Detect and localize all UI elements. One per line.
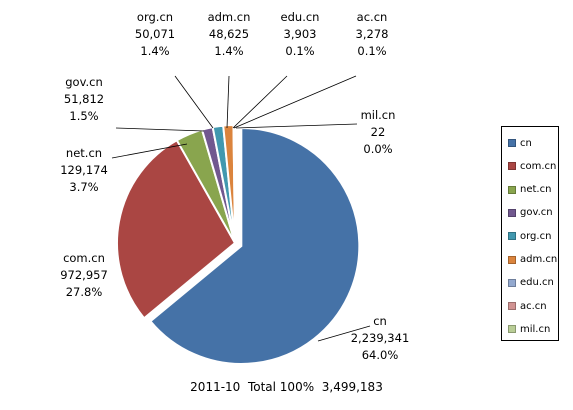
- legend-item-adm-cn: adm.cn: [508, 253, 557, 267]
- label-name-adm-cn: adm.cn: [208, 10, 251, 24]
- label-value-edu-cn: 3,903: [284, 27, 317, 41]
- legend-label-com-cn: com.cn: [520, 160, 557, 172]
- label-name-com-cn: com.cn: [63, 251, 105, 265]
- label-value-com-cn: 972,957: [60, 268, 108, 282]
- label-value-net-cn: 129,174: [60, 163, 108, 177]
- legend-swatch-cn: [508, 139, 516, 147]
- legend-item-gov-cn: gov.cn: [508, 206, 553, 220]
- legend-label-ac-cn: ac.cn: [520, 300, 547, 312]
- label-percent-cn: 64.0%: [362, 348, 399, 362]
- legend-swatch-org-cn: [508, 232, 516, 241]
- legend-swatch-edu-cn: [508, 278, 516, 287]
- label-name-mil-cn: mil.cn: [361, 108, 396, 122]
- label-percent-ac-cn: 0.1%: [357, 44, 386, 58]
- legend-item-ac-cn: ac.cn: [508, 299, 547, 313]
- data-labels: cn 2,239,341 64.0% com.cn 972,957 27.8% net.cn…: [60, 10, 409, 362]
- legend-swatch-ac-cn: [508, 302, 516, 311]
- label-value-ac-cn: 3,278: [356, 27, 389, 41]
- legend-label-net-cn: net.cn: [520, 184, 552, 196]
- label-value-adm-cn: 48,625: [209, 27, 249, 41]
- pie-slice-cn: [149, 126, 361, 365]
- legend-label-mil-cn: mil.cn: [520, 323, 551, 335]
- label-name-org-cn: org.cn: [137, 10, 173, 24]
- legend-item-cn: cn: [508, 136, 532, 150]
- footer-total-value: 3,499,183: [321, 380, 383, 394]
- label-value-mil-cn: 22: [371, 125, 386, 139]
- label-name-gov-cn: gov.cn: [65, 75, 103, 89]
- legend-item-org-cn: org.cn: [508, 229, 551, 243]
- legend-item-mil-cn: mil.cn: [508, 322, 550, 336]
- label-percent-com-cn: 27.8%: [66, 285, 103, 299]
- legend-swatch-gov-cn: [508, 208, 516, 217]
- legend-label-cn: cn: [520, 137, 532, 149]
- legend-item-com-cn: com.cn: [508, 159, 556, 173]
- legend-swatch-mil-cn: [508, 325, 516, 334]
- label-percent-edu-cn: 0.1%: [285, 44, 314, 58]
- label-value-org-cn: 50,071: [135, 27, 175, 41]
- footer-total-label: Total 100%: [247, 380, 315, 394]
- leader-lines: [111, 75, 371, 342]
- label-name-edu-cn: edu.cn: [281, 10, 320, 24]
- label-percent-mil-cn: 0.0%: [363, 142, 392, 156]
- label-name-ac-cn: ac.cn: [357, 10, 388, 24]
- label-percent-adm-cn: 1.4%: [214, 44, 243, 58]
- label-value-cn: 2,239,341: [351, 331, 410, 345]
- chart-footer: 2011-10 Total 100% 3,499,183: [0, 380, 573, 394]
- pie-slices: [116, 123, 361, 365]
- legend-label-org-cn: org.cn: [520, 230, 552, 242]
- leader-line-cn: [317, 325, 371, 342]
- legend-label-edu-cn: edu.cn: [520, 277, 554, 289]
- leader-line-gov-cn: [115, 127, 205, 132]
- label-percent-gov-cn: 1.5%: [69, 109, 98, 123]
- legend-label-gov-cn: gov.cn: [520, 207, 553, 219]
- label-value-gov-cn: 51,812: [64, 92, 104, 106]
- label-percent-org-cn: 1.4%: [140, 44, 169, 58]
- leader-line-adm-cn: [226, 75, 230, 129]
- label-name-cn: cn: [373, 314, 387, 328]
- legend-item-net-cn: net.cn: [508, 183, 551, 197]
- label-percent-net-cn: 3.7%: [69, 180, 98, 194]
- pie-slice-com-cn: [116, 138, 237, 320]
- leader-line-net-cn: [111, 143, 188, 159]
- label-name-net-cn: net.cn: [66, 146, 102, 160]
- leader-line-org-cn: [174, 75, 214, 129]
- legend-item-edu-cn: edu.cn: [508, 276, 554, 290]
- legend-swatch-adm-cn: [508, 255, 516, 264]
- leader-line-mil-cn: [235, 123, 358, 129]
- legend: cn com.cn net.cn gov.cn org.cn adm.cn edu.cn ac…: [501, 126, 559, 341]
- leader-line-edu-cn: [232, 75, 288, 129]
- leader-line-ac-cn: [233, 75, 357, 129]
- footer-period: 2011-10: [190, 380, 241, 394]
- legend-swatch-net-cn: [508, 185, 516, 194]
- legend-swatch-com-cn: [508, 162, 516, 171]
- legend-label-adm-cn: adm.cn: [520, 254, 558, 265]
